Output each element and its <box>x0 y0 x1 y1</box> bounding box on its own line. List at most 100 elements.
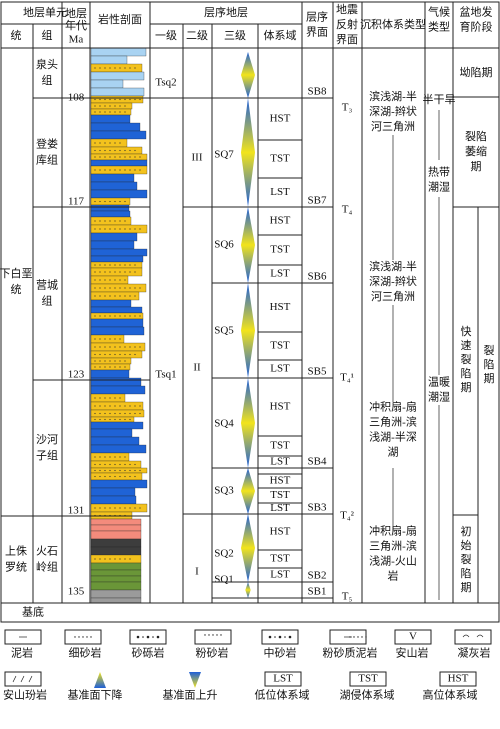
lithology-dot <box>109 338 111 340</box>
lithology-layer <box>90 318 144 328</box>
lithology-dot <box>104 418 106 421</box>
lithology-dot <box>94 353 96 356</box>
lithology-dot <box>119 279 121 281</box>
lithology-dot <box>114 366 116 368</box>
lithology-dot <box>124 366 126 368</box>
lithology-dot <box>139 412 141 415</box>
lithology-layer <box>90 546 142 556</box>
lithology-layer <box>90 444 147 454</box>
legend-glyph <box>288 635 292 639</box>
lithology-dot <box>109 111 111 113</box>
lithology-dot <box>119 397 121 399</box>
legend-glyph <box>353 636 355 638</box>
lithology-dot <box>119 475 121 478</box>
lithology-dot <box>104 200 106 203</box>
lithology-dot <box>119 264 121 266</box>
lithology-layer <box>90 138 128 148</box>
lithology-dot <box>114 200 116 203</box>
lithology-dot <box>114 295 116 297</box>
lithology-dot <box>99 200 101 203</box>
lithology-layer <box>90 114 131 124</box>
lithology-dot <box>94 418 96 421</box>
sequence-label: SQ3 <box>214 485 234 497</box>
header: 层序地层 <box>204 5 248 19</box>
lithology-layer <box>90 421 144 430</box>
lithology-dot <box>134 353 136 356</box>
base-level-wedge <box>241 98 255 207</box>
legend-glyph <box>146 635 150 639</box>
legend-symbol <box>4 629 42 645</box>
lithology-dot <box>124 315 126 317</box>
table-lines <box>0 1 500 623</box>
lithology-layer <box>90 385 146 395</box>
lithology-layer <box>90 460 142 469</box>
lithology-dot <box>94 105 96 107</box>
lithology-dot <box>114 338 116 340</box>
legend-label: 粉砂岩 <box>196 646 229 660</box>
sequence-label: Tsq1 <box>155 369 176 381</box>
lithology-dot <box>129 469 131 472</box>
lithology-dot <box>129 287 131 289</box>
lithology-dot <box>104 111 106 113</box>
seismic-reflector: T₅ <box>342 591 353 603</box>
legend-glyph <box>462 634 484 638</box>
lithology-dot <box>134 405 136 407</box>
legend-label: 粉砂质泥岩 <box>323 646 378 660</box>
age-label: 117 <box>68 196 85 208</box>
lithology-dot <box>104 397 106 399</box>
lithology-layer <box>90 479 148 489</box>
lithology-dot <box>94 558 96 560</box>
header: 地层年代 <box>65 7 87 32</box>
sequence-label: I <box>195 566 199 578</box>
header: 气候类型 <box>428 4 450 33</box>
lithology-dot <box>124 360 126 362</box>
legend-glyph <box>208 634 210 636</box>
lithology-dot <box>124 346 126 348</box>
lithology-dot <box>124 228 126 230</box>
lithology-dot <box>124 200 126 203</box>
lithology-dot <box>119 295 121 297</box>
sequence-boundary: SB4 <box>308 456 327 468</box>
lithology-layer <box>90 334 125 344</box>
lithology-dot <box>134 469 136 472</box>
lithology-dot <box>94 169 96 171</box>
lithology-layer <box>90 597 142 604</box>
lithology-dot <box>109 264 111 266</box>
basin-stage: 坳陷期 <box>460 65 493 79</box>
lithology-layer <box>90 538 142 548</box>
lithology-layer <box>90 530 142 540</box>
lithology-dot <box>139 228 141 230</box>
lithology-dot <box>109 346 111 348</box>
lithology-dot <box>129 405 131 407</box>
header: 沉积体系类型 <box>360 17 426 31</box>
lithology-dot <box>134 507 136 509</box>
lithology-layer <box>90 518 142 526</box>
lithology-dot <box>104 287 106 289</box>
lithology-dot <box>119 287 121 289</box>
legend-glyph <box>220 634 222 636</box>
lithology-dot <box>109 200 111 203</box>
sedimentary-system: 冲积扇-扇三角洲-滨浅湖-火山岩 <box>369 523 417 582</box>
lithology-dot <box>109 475 111 478</box>
legend-glyph <box>274 636 276 638</box>
lithology-dot <box>114 346 116 348</box>
formation-label: 泉头组 <box>36 57 58 87</box>
lithology-dot <box>119 271 121 273</box>
lithology-dot <box>104 558 106 560</box>
lithology-dot <box>124 418 126 421</box>
sequence-boundary: SB6 <box>308 271 327 283</box>
lithology-dot <box>139 469 141 472</box>
systems-tract: LST <box>270 268 290 280</box>
lithology-dot <box>129 475 131 478</box>
lithology-layer <box>90 173 135 183</box>
lithology-layer <box>90 189 148 199</box>
lithology-layer <box>90 562 142 571</box>
legend-symbol <box>454 629 492 645</box>
lithology-dot <box>109 456 111 458</box>
lithology-layer <box>90 299 132 308</box>
frame <box>0 1 500 623</box>
legend-glyph <box>349 636 351 638</box>
seismic-reflector: T₄¹ <box>340 372 354 384</box>
